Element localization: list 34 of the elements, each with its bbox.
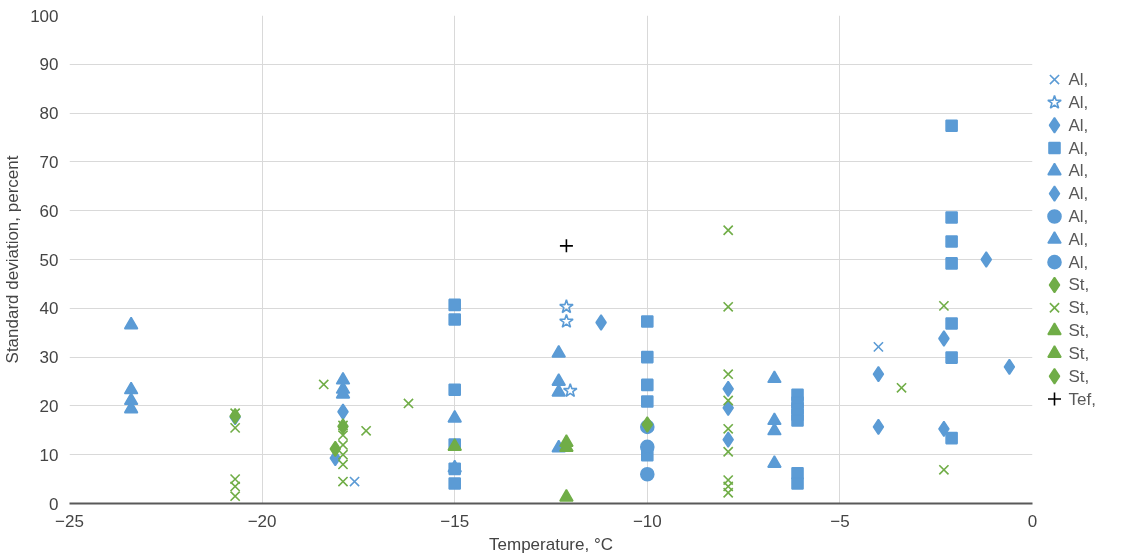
y-axis-title: Standard deviation, percent — [3, 155, 23, 364]
legend-label: St, — [1068, 275, 1090, 295]
y-tick-label: 30 — [39, 348, 59, 368]
legend-label: St, — [1068, 321, 1090, 341]
y-tick-label: 20 — [39, 396, 59, 416]
legend-label: Tef, — [1068, 389, 1096, 409]
y-tick-label: 80 — [39, 104, 59, 124]
legend-label: Al, — [1068, 184, 1089, 204]
x-tick-label: −10 — [632, 511, 662, 531]
x-tick-label: −5 — [830, 511, 850, 531]
legend-label: Al, — [1068, 115, 1089, 135]
legend-label: Al, — [1068, 161, 1089, 181]
y-tick-label: 50 — [39, 250, 59, 270]
legend-label: Al, — [1068, 138, 1089, 158]
x-tick-label: −25 — [55, 511, 84, 531]
legend-label: Al, — [1068, 229, 1089, 249]
x-axis-title: Temperature, °C — [489, 534, 613, 554]
x-tick-label: −15 — [440, 511, 470, 531]
y-tick-label: 40 — [39, 299, 59, 319]
x-tick-label: 0 — [1027, 511, 1038, 531]
y-tick-label: 70 — [39, 152, 59, 172]
legend-label: Al, — [1068, 206, 1089, 226]
y-tick-label: 10 — [39, 445, 59, 465]
legend-label: St, — [1068, 366, 1090, 386]
y-tick-label: 0 — [49, 494, 59, 514]
y-tick-label: 90 — [39, 55, 59, 75]
y-tick-label: 60 — [39, 201, 59, 221]
legend-label: Al, — [1068, 92, 1089, 112]
legend-label: St, — [1068, 343, 1090, 363]
y-tick-label: 100 — [30, 6, 59, 26]
legend-label: St, — [1068, 298, 1090, 318]
legend-label: Al, — [1068, 252, 1089, 272]
x-tick-label: −20 — [247, 511, 277, 531]
legend-label: Al, — [1068, 70, 1089, 90]
